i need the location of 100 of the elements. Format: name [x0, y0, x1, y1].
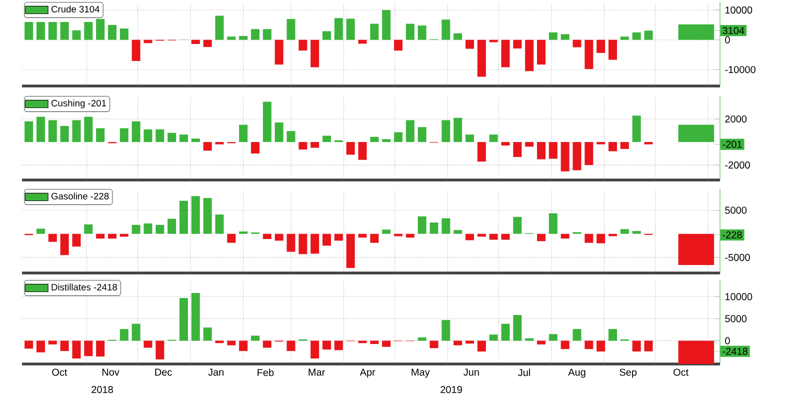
bar [84, 116, 93, 142]
bar [250, 142, 260, 154]
text: 2019 [440, 386, 462, 394]
bar [560, 142, 570, 172]
bar [179, 200, 188, 234]
bar [501, 234, 510, 240]
bar [644, 30, 653, 40]
bar [418, 337, 426, 341]
bar [250, 29, 260, 40]
bar [678, 340, 714, 364]
bar [394, 132, 402, 142]
bar [525, 142, 534, 147]
bar [60, 340, 69, 352]
bar [96, 128, 105, 142]
x-tick-label: Mar [308, 368, 325, 376]
bar [465, 340, 474, 344]
bar [48, 340, 57, 344]
bar [548, 142, 558, 159]
bar [72, 340, 81, 359]
bar [358, 340, 367, 344]
bar [454, 118, 462, 142]
y-tick-label: 5000 [725, 315, 747, 322]
bar [334, 234, 343, 241]
bar [60, 22, 69, 40]
bar [132, 40, 140, 61]
bar [382, 139, 391, 142]
bar [60, 234, 69, 256]
bar [608, 142, 618, 152]
bar [358, 40, 367, 44]
bar [132, 324, 140, 341]
bar [96, 234, 105, 239]
bar [144, 340, 152, 348]
bar [239, 124, 248, 142]
bar [168, 218, 176, 234]
bar [120, 329, 128, 341]
bar [156, 129, 164, 142]
bar [334, 340, 343, 350]
x-tick-label: Sep [620, 368, 637, 378]
bar [454, 33, 462, 40]
legend-label: Cushing -201 [51, 100, 106, 108]
bar [358, 142, 367, 160]
y-tick-label: 0 [725, 36, 730, 44]
bar [548, 334, 558, 341]
bar [191, 196, 200, 234]
bar [191, 138, 200, 142]
bar [322, 234, 331, 246]
bar [489, 334, 498, 341]
y-tick-label: -2418 [722, 348, 748, 355]
legend-label: Crude 3104 [51, 6, 100, 12]
bar [572, 329, 582, 341]
bar [382, 10, 391, 40]
bar [358, 234, 367, 238]
bar [501, 40, 510, 68]
bar [120, 28, 128, 40]
bar [560, 34, 570, 40]
bar [489, 234, 498, 240]
bar [298, 40, 308, 51]
bar [60, 126, 69, 142]
bar [608, 329, 618, 341]
bar [239, 340, 248, 352]
x-tick-label: Feb [258, 368, 274, 376]
text: 2018 [92, 386, 113, 394]
bar [108, 24, 116, 40]
x-tick-label: Oct [52, 368, 68, 376]
bar [262, 340, 272, 348]
bar [632, 32, 641, 40]
bar [406, 24, 414, 40]
x-tick-label: Jul [518, 368, 530, 376]
bar [620, 142, 629, 149]
bar [560, 340, 570, 350]
bar [418, 216, 426, 234]
bar [286, 340, 296, 352]
bar [584, 234, 594, 243]
bar [72, 120, 81, 142]
bar [465, 40, 474, 49]
bar [72, 234, 81, 247]
bar [286, 18, 296, 40]
bar [191, 292, 200, 341]
bar [84, 224, 93, 234]
x-tick-label: May [412, 368, 430, 378]
bar [644, 340, 653, 352]
x-tick-label: Nov [102, 368, 120, 376]
bar [632, 231, 641, 234]
bar [24, 340, 34, 349]
bar [24, 22, 34, 40]
bar [548, 213, 558, 234]
bar [191, 40, 200, 44]
bar [262, 234, 272, 240]
bar [394, 40, 402, 51]
bar [36, 116, 45, 142]
y-tick-label: 10000 [725, 6, 752, 14]
bar [215, 214, 224, 234]
bar [382, 230, 391, 234]
bar [370, 136, 379, 142]
bar [370, 24, 379, 40]
bar [96, 18, 105, 40]
bar [430, 340, 438, 348]
y-tick-label: -5000 [725, 254, 750, 261]
bar [310, 234, 320, 254]
bar [596, 234, 606, 244]
